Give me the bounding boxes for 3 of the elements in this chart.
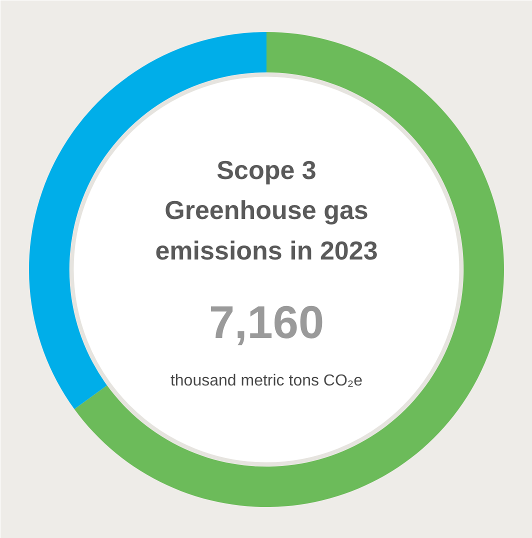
text: Scope 3 Greenhouse gas emissions in 2023 (155, 154, 378, 266)
text: 7,160 (208, 296, 324, 348)
text: thousand metric tons CO₂e (170, 372, 363, 390)
